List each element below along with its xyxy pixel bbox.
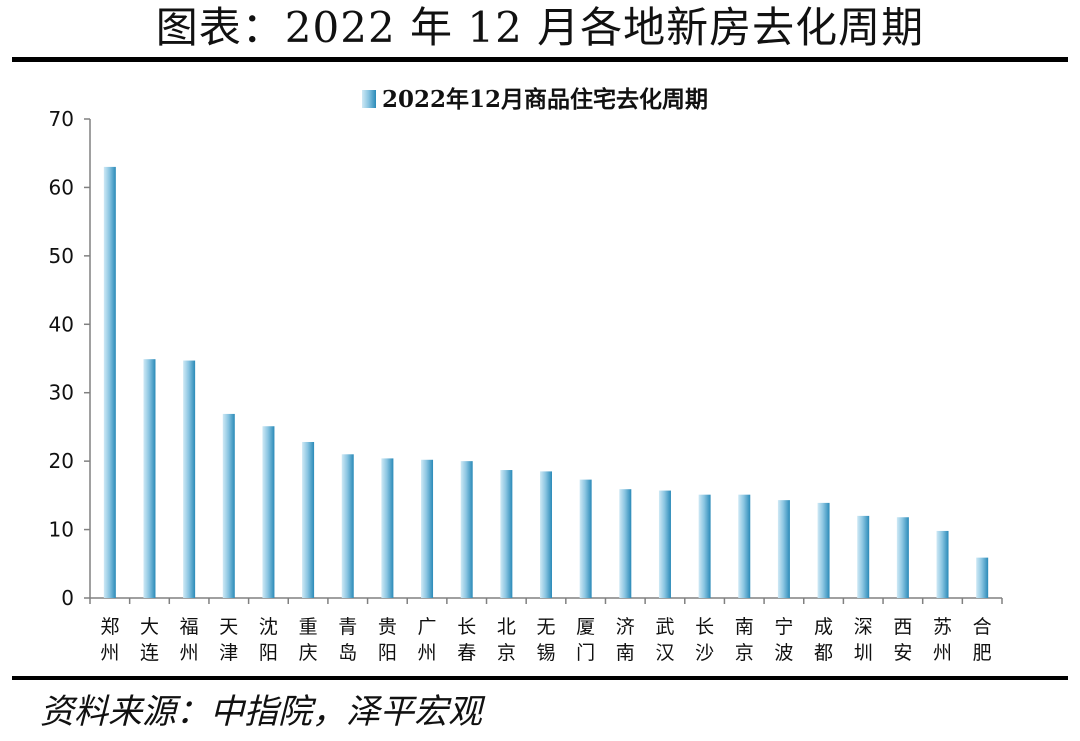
bar xyxy=(698,494,711,598)
x-tick-label: 济南 xyxy=(616,616,635,664)
x-tick-label: 成都 xyxy=(814,616,833,664)
bar xyxy=(619,489,632,598)
x-tick-label: 苏州 xyxy=(933,616,952,664)
y-tick-label: 30 xyxy=(49,381,74,405)
chart-legend: 2022年12月商品住宅去化周期 xyxy=(362,86,708,113)
x-tick-label: 天津 xyxy=(219,616,238,664)
bar xyxy=(579,479,592,598)
bar xyxy=(143,359,156,598)
y-tick-label: 40 xyxy=(49,312,74,336)
x-tick-label: 长春 xyxy=(457,616,476,664)
page-title: 图表：2022 年 12 月各地新房去化周期 xyxy=(155,3,925,52)
x-tick-label: 宁波 xyxy=(774,616,793,664)
bar xyxy=(341,454,354,598)
bar xyxy=(738,494,751,598)
x-tick-label: 无锡 xyxy=(536,616,555,664)
top-rule xyxy=(12,57,1068,62)
x-tick-label: 北京 xyxy=(497,616,516,664)
bar xyxy=(777,500,790,598)
bar xyxy=(976,557,989,598)
bar xyxy=(103,166,116,598)
bar xyxy=(421,459,434,598)
x-tick-label: 青岛 xyxy=(338,616,357,664)
bar xyxy=(381,458,394,598)
bar xyxy=(262,426,275,598)
y-tick-label: 0 xyxy=(61,586,74,610)
x-tick-label: 深圳 xyxy=(854,616,873,664)
y-tick-label: 20 xyxy=(49,449,74,473)
legend-label: 2022年12月商品住宅去化周期 xyxy=(382,86,708,113)
bar xyxy=(183,360,196,598)
bar xyxy=(896,517,909,598)
bar xyxy=(540,471,552,598)
y-tick-label: 50 xyxy=(49,244,74,268)
x-tick-label: 大连 xyxy=(140,616,159,664)
x-tick-label: 重庆 xyxy=(299,616,318,664)
bar xyxy=(817,502,830,598)
x-tick-label: 沈阳 xyxy=(259,616,278,664)
x-tick-label: 武汉 xyxy=(655,616,674,664)
bar-chart: 2022年12月商品住宅去化周期 0 10 20 30 40 50 60 70 郑州大连福州天… xyxy=(49,86,1003,664)
bar xyxy=(222,413,235,598)
bar xyxy=(936,530,949,598)
x-tick-label: 厦门 xyxy=(576,616,595,664)
bar xyxy=(500,470,513,598)
x-tick-label: 福州 xyxy=(180,616,199,664)
x-tick-label: 郑州 xyxy=(100,616,119,664)
x-tick-label: 广州 xyxy=(418,616,437,664)
x-tick-label: 合肥 xyxy=(973,616,992,664)
source-note: 资料来源：中指院，泽平宏观 xyxy=(40,692,482,732)
bar xyxy=(302,441,315,598)
bar xyxy=(460,461,473,598)
bottom-rule xyxy=(12,676,1068,680)
bar xyxy=(857,515,870,598)
x-tick-label: 长沙 xyxy=(695,616,714,664)
legend-swatch xyxy=(362,90,376,108)
x-tick-label: 南京 xyxy=(735,616,754,664)
y-tick-label: 10 xyxy=(49,518,74,542)
x-tick-label: 西安 xyxy=(893,616,912,664)
bar xyxy=(658,490,671,598)
y-tick-label: 70 xyxy=(49,107,74,131)
y-tick-label: 60 xyxy=(49,175,74,199)
x-tick-label: 贵阳 xyxy=(378,616,397,664)
